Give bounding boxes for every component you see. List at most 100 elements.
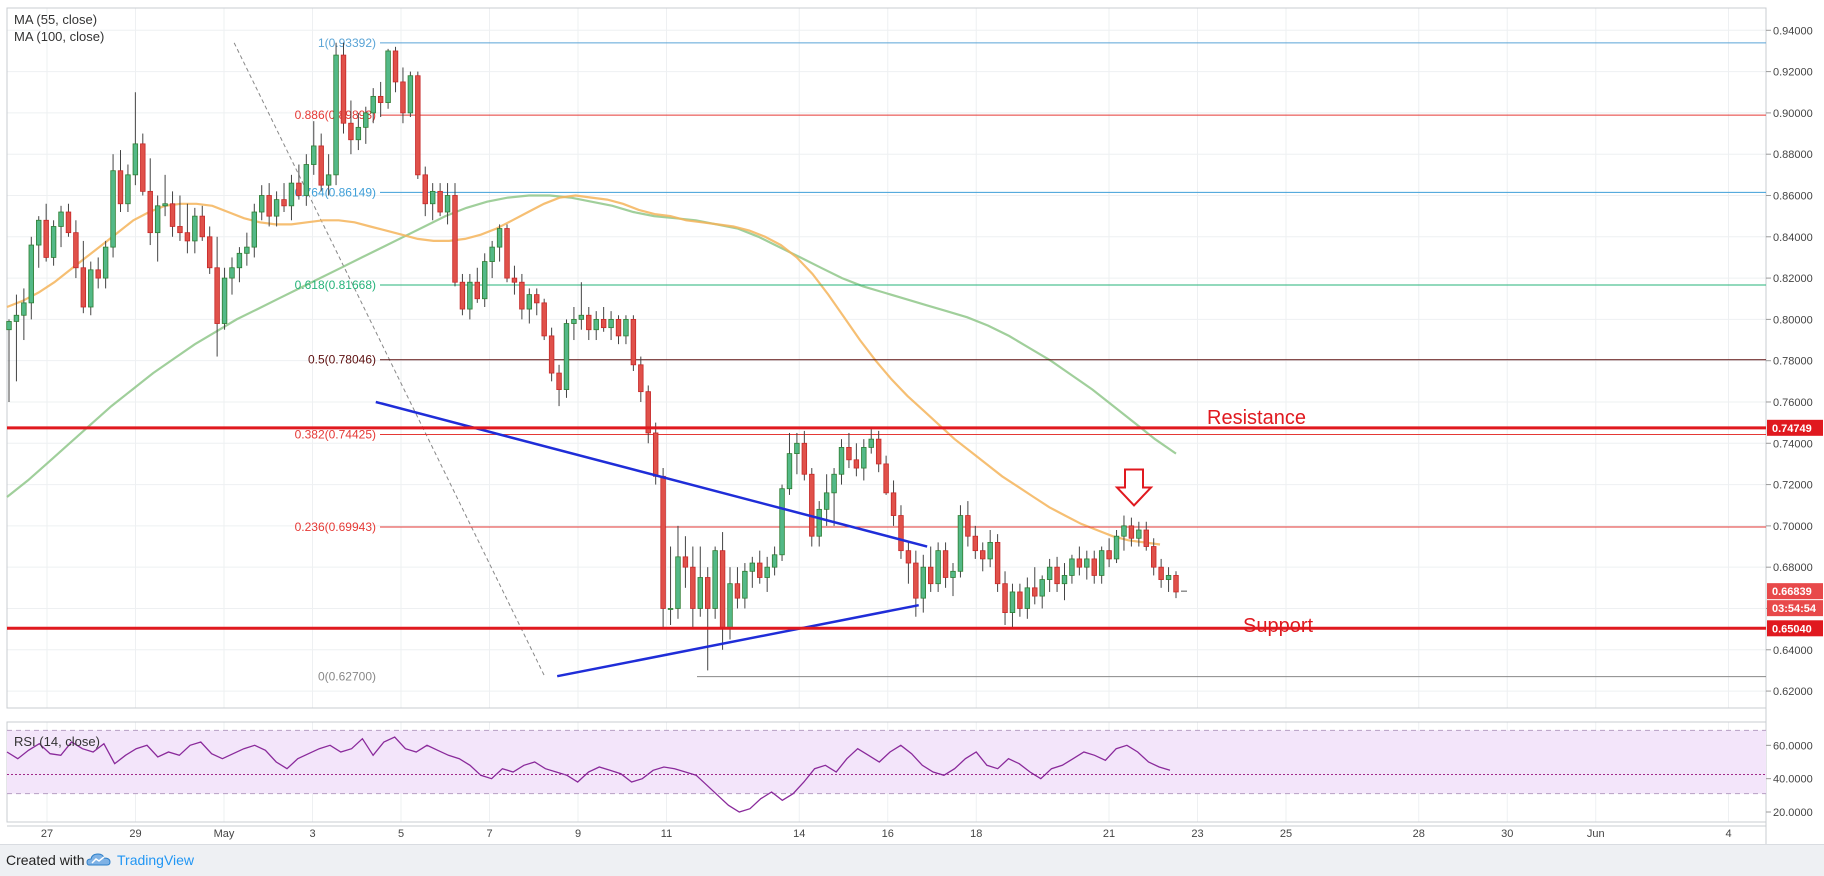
time-tick-label: 3	[309, 828, 315, 840]
candle-body	[511, 277, 518, 283]
trendline-lower	[556, 603, 919, 678]
candle-body	[125, 174, 131, 205]
tradingview-brand-text[interactable]: TradingView	[117, 852, 195, 868]
candle-body	[809, 473, 815, 537]
candle-body	[273, 199, 280, 217]
candle-body	[140, 143, 146, 192]
price-tick-label: 0.70000	[1773, 521, 1813, 533]
candle-body	[65, 211, 72, 234]
candle-body	[214, 267, 220, 324]
candle-body	[36, 219, 42, 246]
candle-body	[28, 244, 35, 304]
candle-body	[132, 143, 139, 176]
candle-body	[1076, 558, 1083, 568]
candle-body	[95, 269, 101, 279]
rsi-band	[7, 730, 1766, 794]
fib-label-0.764: 0.764(0.86149)	[295, 185, 376, 199]
candle-body	[377, 95, 384, 103]
current-price-badge-bg	[1767, 583, 1823, 600]
candle-body	[50, 226, 57, 258]
candle-body	[1054, 566, 1060, 585]
candle-body	[422, 174, 428, 205]
time-tick-label: 18	[970, 828, 982, 840]
candle-body	[586, 314, 592, 331]
rsi-legend[interactable]: RSI (14, close)	[14, 734, 100, 749]
ma100-legend[interactable]: MA (100, close)	[14, 29, 104, 44]
support-label: Support	[1243, 615, 1313, 637]
price-tick-label: 0.74000	[1773, 438, 1813, 450]
chart-background	[0, 0, 1824, 844]
candle-body	[548, 335, 555, 374]
candle-body	[1121, 525, 1127, 537]
candle-body	[652, 432, 659, 477]
price-tick-label: 0.72000	[1773, 480, 1813, 492]
rsi-panel	[6, 729, 1766, 813]
candle-body	[385, 50, 391, 103]
candle-body	[177, 226, 183, 234]
candle-body	[73, 232, 79, 269]
candle-body	[875, 438, 882, 465]
candle-body	[705, 577, 711, 609]
candle-body	[1158, 566, 1164, 580]
candle-body	[1002, 583, 1008, 614]
candle-body	[630, 318, 637, 366]
ma55-legend[interactable]: MA (55, close)	[14, 12, 97, 27]
candle-body	[496, 228, 503, 248]
candle-body	[1165, 575, 1172, 580]
candle-body	[296, 182, 302, 196]
fibonacci-levels: 1(0.93392)0.886(0.89893)0.764(0.86149)0.…	[295, 36, 1766, 684]
candle-body	[236, 252, 243, 269]
candle-body	[147, 190, 153, 234]
candle-body	[400, 81, 406, 114]
candle-body	[80, 267, 87, 308]
candle-body	[853, 459, 860, 469]
candle-body	[638, 364, 644, 393]
candle-body	[675, 556, 681, 609]
candle-body	[801, 442, 808, 475]
candle-body	[757, 562, 763, 578]
candle-body	[890, 492, 897, 516]
support-price-badge: 0.65040	[1772, 623, 1812, 635]
candle-body	[303, 164, 310, 196]
candle-body	[994, 541, 1001, 585]
price-tick-label: 0.78000	[1773, 356, 1813, 368]
candle-body	[6, 321, 12, 331]
countdown-badge-bg	[1767, 600, 1823, 617]
candle-body	[102, 246, 109, 279]
candle-body	[459, 281, 466, 310]
time-tick-label: 16	[882, 828, 894, 840]
candle-body	[935, 550, 941, 585]
time-tick-label: 27	[41, 828, 53, 840]
candle-body	[281, 199, 287, 207]
candle-body	[734, 583, 741, 599]
candle-body	[1143, 529, 1149, 547]
candle-body	[727, 583, 733, 630]
candle-body	[1084, 558, 1090, 568]
footer-bar: Created with TradingView	[0, 844, 1824, 876]
fib-label-0.618: 0.618(0.81668)	[295, 278, 376, 292]
candle-body	[1136, 529, 1142, 539]
candle-body	[117, 170, 124, 205]
candle-body	[1106, 550, 1112, 560]
candle-body	[363, 112, 369, 128]
candle-body	[184, 232, 191, 242]
candle-body	[407, 75, 414, 114]
candle-body	[1173, 575, 1179, 593]
time-axis: 27 29 May 3 5 7 9 11 14 16 18 21 23 25 28 30 Jun 4	[41, 828, 1732, 840]
tradingview-logo-icon[interactable]	[86, 851, 112, 869]
price-tick-label: 0.80000	[1773, 314, 1813, 326]
candle-body	[1069, 558, 1075, 576]
price-tick-label: 0.64000	[1773, 645, 1813, 657]
time-tick-label: 25	[1280, 828, 1292, 840]
chart-canvas[interactable]: 1(0.93392)0.886(0.89893)0.764(0.86149)0.…	[0, 0, 1824, 844]
candle-body	[355, 126, 362, 141]
ma55-line	[6, 194, 1161, 546]
candle-body	[43, 219, 49, 258]
candle-body	[771, 554, 778, 568]
price-tick-label: 0.86000	[1773, 190, 1813, 202]
ma100-line	[6, 194, 1177, 498]
candle-body	[13, 314, 20, 322]
fib-label-0: 0(0.62700)	[318, 670, 376, 684]
candle-body	[987, 541, 993, 560]
rsi-tick-label: 40.0000	[1773, 774, 1813, 786]
